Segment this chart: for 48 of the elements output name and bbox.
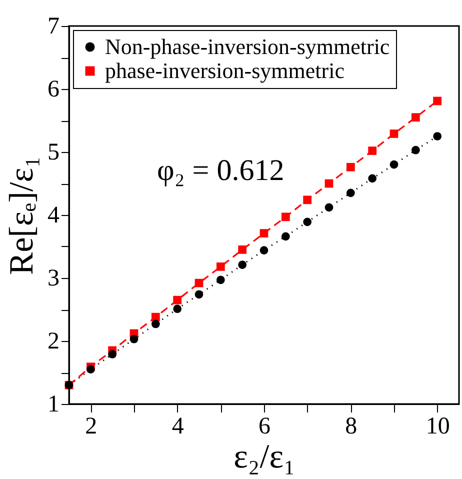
legend-label: Non-phase-inversion-symmetric [105, 34, 390, 59]
legend-label: phase-inversion-symmetric [105, 58, 345, 83]
point [303, 196, 312, 204]
point [324, 179, 334, 188]
y-tick-label: 2 [48, 328, 60, 354]
point [324, 203, 334, 212]
y-tick-label: 3 [48, 266, 60, 292]
point [303, 218, 312, 226]
point [108, 350, 117, 358]
point [151, 312, 160, 322]
x-tick-label: 8 [345, 414, 358, 440]
y-tick-label: 5 [48, 140, 60, 166]
y-tick-label: 6 [48, 76, 60, 102]
y-axis-title: Re[εₑ]/ε₁ [4, 156, 40, 275]
point [151, 320, 160, 328]
x-tick-label: 2 [85, 414, 98, 440]
x-tick-label: 10 [426, 414, 450, 440]
annotation: φ₂ = 0.612 [157, 154, 284, 187]
point [346, 162, 355, 172]
point [433, 132, 442, 140]
point [194, 278, 204, 288]
point [216, 276, 225, 284]
point [411, 113, 420, 122]
point [368, 174, 377, 183]
point [194, 290, 204, 299]
point [238, 245, 247, 254]
point [281, 212, 290, 222]
x-axis-title: ε₂/ε₁ [234, 438, 296, 476]
point [86, 365, 95, 374]
point [390, 130, 398, 138]
point [346, 188, 355, 198]
y-tick-label: 1 [48, 392, 60, 418]
point [433, 96, 442, 106]
point [260, 246, 268, 254]
y-tick-label: 4 [48, 202, 60, 228]
point [260, 229, 268, 238]
point [173, 296, 182, 304]
point [368, 146, 377, 155]
point [411, 146, 420, 154]
x-tick-label: 4 [172, 414, 184, 440]
point [390, 160, 398, 169]
x-tick-label: 6 [258, 414, 270, 440]
y-tick-label: 7 [48, 14, 60, 40]
point [130, 334, 138, 344]
point [238, 260, 247, 269]
point [216, 262, 225, 271]
point [173, 304, 182, 314]
point [281, 232, 290, 241]
